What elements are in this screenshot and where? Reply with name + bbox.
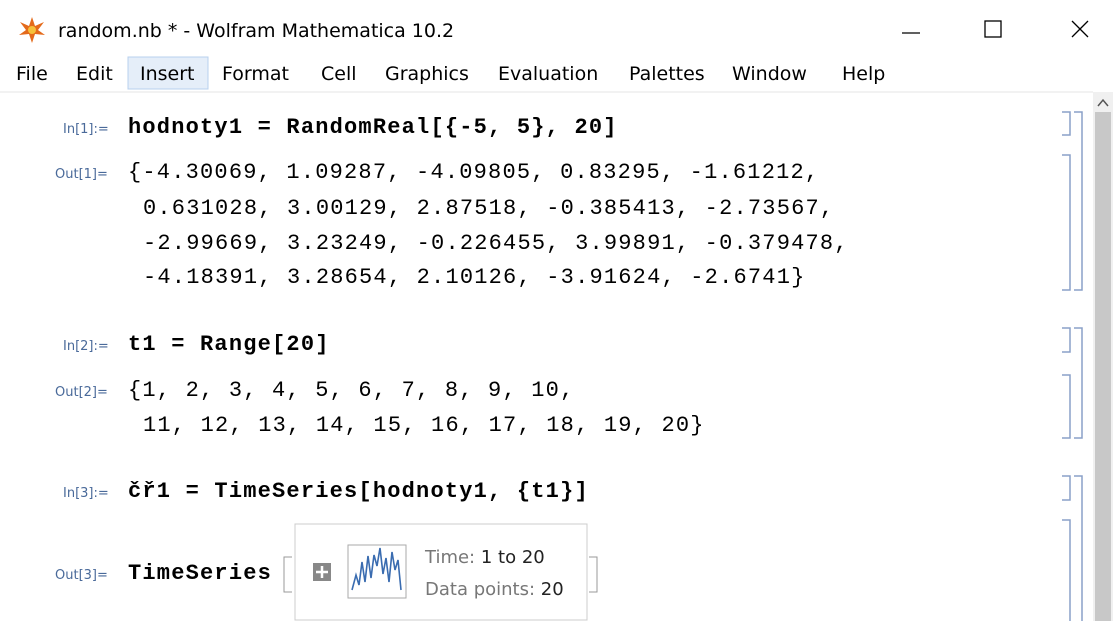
output-line: 0.631028, 3.00129, 2.87518, -0.385413, -… [143,196,834,221]
scroll-thumb[interactable] [1095,112,1111,621]
menu-bar: File Edit Insert Format Cell Graphics Evaluati… [16,63,885,85]
cell-label: In[3]:= [63,486,109,501]
menu-item[interactable]: Palettes [629,63,705,85]
app-icon [19,17,45,43]
cell-label: In[2]:= [63,339,109,354]
summary-box [294,523,588,621]
window-title: random.nb * - Wolfram Mathematica 10.2 [58,20,454,42]
menu-item[interactable]: Window [732,63,807,85]
maximize-button[interactable] [984,20,1002,38]
output-line: {-4.30069, 1.09287, -4.09805, 0.83295, -… [128,160,819,185]
svg-text:Data points: 20: Data points: 20 [425,579,564,600]
menu-highlight [127,56,209,90]
timeseries-summary[interactable]: Time: 1 to 20 Data points: 20 [283,523,598,621]
svg-text:Time: 1 to 20: Time: 1 to 20 [424,547,545,568]
output-line: -4.18391, 3.28654, 2.10126, -3.91624, -2… [143,265,806,290]
menu-item[interactable]: Insert [140,63,195,85]
close-button[interactable] [1071,20,1089,38]
output-line: 11, 12, 13, 14, 15, 16, 17, 18, 19, 20} [143,413,705,438]
menu-item[interactable]: Graphics [385,63,469,85]
cell-label: Out[1]= [55,167,108,182]
time-value: 1 to 20 [481,547,545,568]
points-value: 20 [541,579,564,600]
summary-brackets [283,556,598,593]
cell-label: Out[2]= [55,385,108,400]
thumbnail-plot [351,547,402,591]
cell-label: Out[3]= [55,568,108,583]
expand-plus [316,566,328,578]
output-line: {1, 2, 3, 4, 5, 6, 7, 8, 9, 10, [128,378,574,403]
points-label: Data points: [425,579,535,600]
notebook: In[1]:= hodnoty1 = RandomReal[{-5, 5}, 20… [55,115,849,586]
thumbnail [347,544,407,599]
cell-label: In[1]:= [63,122,109,137]
menu-item[interactable]: Edit [76,63,113,85]
scroll-up[interactable] [1097,98,1109,107]
menu-item[interactable]: Cell [321,63,357,85]
output-line: -2.99669, 3.23249, -0.226455, 3.99891, -… [143,231,849,256]
input-code: t1 = Range[20] [128,332,330,357]
input-code: TimeSeries [128,561,272,586]
time-label: Time: [424,547,475,568]
input-code: čř1 = TimeSeries[hodnoty1, {t1}] [128,479,589,504]
menu-item[interactable]: Help [842,63,885,85]
menu-item[interactable]: Format [222,63,289,85]
menu-item[interactable]: Evaluation [498,63,598,85]
input-code: hodnoty1 = RandomReal[{-5, 5}, 20] [128,115,618,140]
brackets [1062,111,1083,621]
menu-item[interactable]: File [16,63,48,85]
